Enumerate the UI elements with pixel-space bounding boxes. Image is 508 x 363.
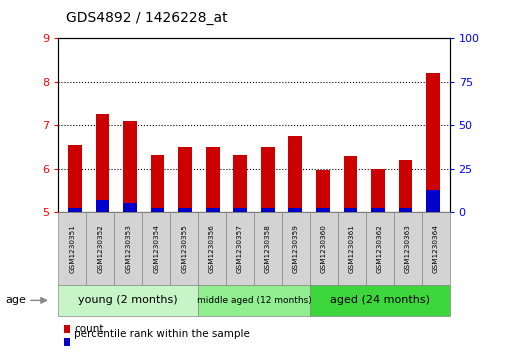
- Bar: [206, 147, 219, 212]
- Text: GSM1230363: GSM1230363: [405, 224, 410, 273]
- Text: percentile rank within the sample: percentile rank within the sample: [74, 329, 250, 339]
- Bar: [96, 200, 109, 212]
- Text: age: age: [5, 295, 26, 305]
- Bar: [206, 208, 219, 212]
- Text: GSM1230355: GSM1230355: [181, 224, 187, 273]
- Text: aged (24 months): aged (24 months): [330, 295, 430, 305]
- Text: GSM1230358: GSM1230358: [265, 224, 271, 273]
- Text: count: count: [74, 324, 104, 334]
- Text: GSM1230359: GSM1230359: [293, 224, 299, 273]
- Bar: [233, 155, 247, 212]
- Bar: [261, 147, 275, 212]
- Bar: [289, 208, 302, 212]
- Bar: [371, 169, 385, 212]
- Bar: [316, 170, 330, 212]
- Bar: [371, 208, 385, 212]
- Bar: [151, 208, 165, 212]
- Bar: [178, 208, 192, 212]
- Text: GSM1230360: GSM1230360: [321, 224, 327, 273]
- Bar: [399, 160, 412, 212]
- Bar: [178, 147, 192, 212]
- Text: GSM1230357: GSM1230357: [237, 224, 243, 273]
- Bar: [426, 190, 440, 212]
- Text: GSM1230354: GSM1230354: [153, 224, 159, 273]
- Bar: [343, 156, 357, 212]
- Text: GSM1230352: GSM1230352: [98, 224, 103, 273]
- Text: GSM1230351: GSM1230351: [70, 224, 75, 273]
- Text: young (2 months): young (2 months): [78, 295, 178, 305]
- Bar: [233, 208, 247, 212]
- Bar: [399, 208, 412, 212]
- Text: GDS4892 / 1426228_at: GDS4892 / 1426228_at: [66, 11, 228, 25]
- Bar: [289, 136, 302, 212]
- Bar: [96, 114, 109, 212]
- Bar: [426, 73, 440, 212]
- Text: GSM1230361: GSM1230361: [349, 224, 355, 273]
- Text: GSM1230362: GSM1230362: [377, 224, 383, 273]
- Bar: [316, 208, 330, 212]
- Text: middle aged (12 months): middle aged (12 months): [197, 296, 311, 305]
- Text: GSM1230356: GSM1230356: [209, 224, 215, 273]
- Bar: [343, 208, 357, 212]
- Text: GSM1230353: GSM1230353: [125, 224, 131, 273]
- Bar: [68, 208, 82, 212]
- Bar: [261, 208, 275, 212]
- Bar: [123, 203, 137, 212]
- Bar: [68, 145, 82, 212]
- Bar: [123, 121, 137, 212]
- Text: GSM1230364: GSM1230364: [433, 224, 438, 273]
- Bar: [151, 155, 165, 212]
